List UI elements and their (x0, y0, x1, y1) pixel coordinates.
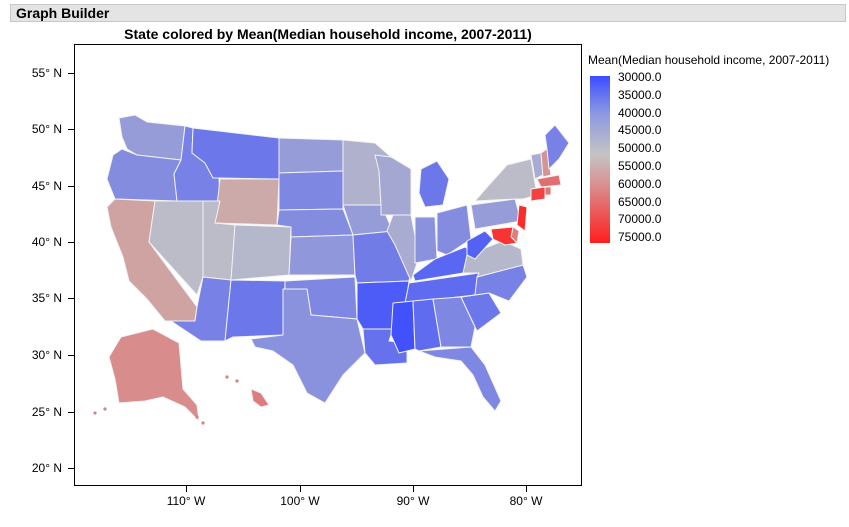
island-mark (201, 421, 205, 425)
window-title: Graph Builder (16, 5, 110, 21)
legend-tick-label: 55000.0 (618, 159, 662, 173)
state-wy[interactable] (214, 178, 280, 226)
state-nc[interactable] (460, 264, 528, 302)
us-state-map[interactable] (75, 45, 581, 485)
legend-tick-label: 40000.0 (618, 105, 662, 120)
y-tick-mark (68, 186, 74, 187)
state-nh[interactable] (540, 148, 552, 178)
x-tick-label: 80° W (509, 494, 543, 508)
island-mark (195, 415, 199, 419)
state-me[interactable] (544, 124, 570, 170)
legend-tick-label: 70000.0 (618, 212, 662, 227)
state-ak[interactable] (108, 328, 200, 422)
state-in[interactable] (414, 216, 438, 264)
x-tick-mark (413, 486, 414, 492)
legend-tick-label: 60000.0 (618, 176, 662, 191)
state-nj[interactable] (516, 204, 528, 232)
state-nd[interactable] (278, 137, 344, 174)
y-tick-label: 20° N (31, 461, 62, 475)
state-pa[interactable] (470, 198, 522, 230)
y-tick-label: 25° N (31, 405, 62, 419)
state-ms[interactable] (390, 300, 416, 354)
island-mark (103, 407, 107, 411)
state-fl[interactable] (418, 346, 502, 412)
legend-tick-label: 65000.0 (618, 194, 662, 209)
state-ks[interactable] (288, 234, 356, 276)
y-tick-mark (68, 355, 74, 356)
y-tick-mark (68, 468, 74, 469)
state-sd[interactable] (278, 170, 344, 211)
state-ct[interactable] (530, 186, 546, 202)
legend-tick-label: 30000.0 (618, 70, 662, 84)
plot-area[interactable] (74, 44, 582, 486)
y-tick-label: 35° N (31, 291, 62, 305)
y-tick-mark (68, 242, 74, 243)
legend-tick-label: 50000.0 (618, 141, 662, 156)
state-co[interactable] (230, 224, 292, 281)
state-il[interactable] (386, 214, 420, 282)
x-tick-mark (186, 486, 187, 492)
y-tick-label: 50° N (31, 122, 62, 136)
y-tick-label: 55° N (31, 66, 62, 80)
y-tick-mark (68, 73, 74, 74)
x-tick-mark (300, 486, 301, 492)
x-tick-label: 100° W (280, 494, 320, 508)
state-al[interactable] (412, 298, 442, 352)
island-mark (93, 411, 97, 415)
legend-tick-label: 35000.0 (618, 87, 662, 102)
state-hi[interactable] (250, 388, 270, 408)
y-tick-mark (68, 298, 74, 299)
x-tick-label: 90° W (396, 494, 430, 508)
graph-builder-titlebar: Graph Builder (10, 4, 846, 22)
legend-tick-label: 75000.0 (618, 230, 662, 245)
state-ma[interactable] (536, 174, 562, 188)
island-mark (225, 375, 229, 379)
state-tx[interactable] (250, 288, 366, 404)
x-tick-mark (526, 486, 527, 492)
y-tick-mark (68, 129, 74, 130)
state-md[interactable] (490, 226, 518, 246)
state-wv[interactable] (466, 230, 494, 260)
x-tick-label: 110° W (166, 494, 206, 508)
state-ny[interactable] (474, 158, 538, 202)
state-ri[interactable] (544, 186, 552, 196)
state-nm[interactable] (224, 279, 286, 342)
y-tick-label: 45° N (31, 179, 62, 193)
legend-tick-label: 45000.0 (618, 123, 662, 138)
legend-gradient-bar (590, 76, 610, 243)
chart-title: State colored by Mean(Median household i… (124, 26, 532, 42)
y-tick-label: 30° N (31, 348, 62, 362)
state-oh[interactable] (436, 204, 472, 256)
state-ga[interactable] (432, 296, 476, 348)
legend-title: Mean(Median household income, 2007-2011) (588, 53, 830, 67)
state-mi[interactable] (418, 160, 450, 208)
y-tick-mark (68, 412, 74, 413)
island-mark (235, 379, 239, 383)
y-tick-label: 40° N (31, 235, 62, 249)
